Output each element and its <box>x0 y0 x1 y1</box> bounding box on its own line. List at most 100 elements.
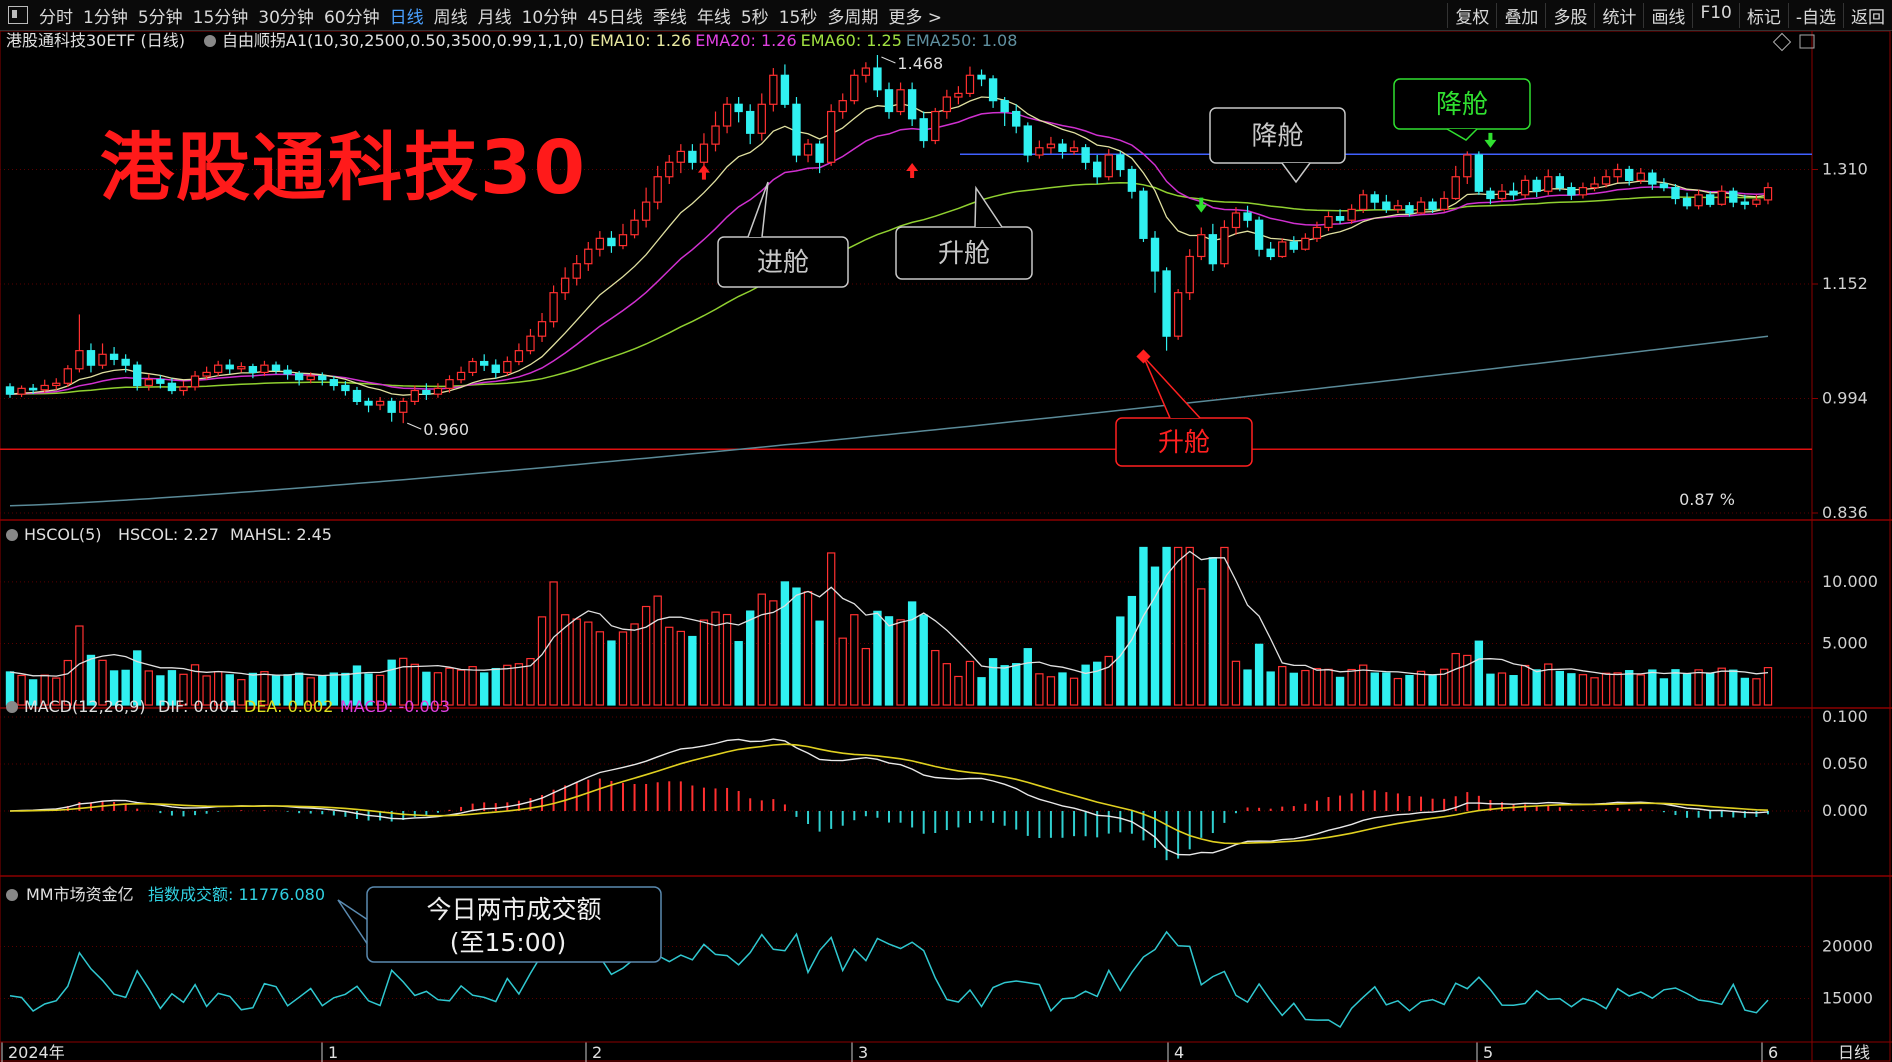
volume-bar <box>1335 676 1345 706</box>
period-tab-11[interactable]: 季线 <box>652 7 687 28</box>
candle-body <box>329 379 339 387</box>
volume-bar <box>665 626 674 706</box>
volume-bar <box>1162 546 1171 706</box>
period-tab-3[interactable]: 15分钟 <box>192 7 249 28</box>
period-tab-6[interactable]: 日线 <box>389 7 424 28</box>
indicator-toggle-icon <box>204 35 216 47</box>
volume-bar <box>1520 664 1530 706</box>
candle-body <box>838 100 847 113</box>
volume-bar <box>329 672 339 706</box>
volume-bar <box>1694 669 1703 706</box>
candle-body <box>144 379 153 387</box>
tool-button-2[interactable]: 多股 <box>1545 2 1594 28</box>
candle-body <box>225 364 234 370</box>
volume-bar <box>641 605 651 706</box>
tool-button-8[interactable]: 返回 <box>1843 2 1892 28</box>
volume-bar <box>1150 566 1160 706</box>
down2-callout-text: 降舱 <box>1436 90 1488 120</box>
candle-body <box>1012 110 1021 127</box>
macd-tick-label-1: 0.050 <box>1822 754 1868 773</box>
candle-body <box>1220 226 1229 265</box>
candle-body <box>850 74 859 102</box>
macd-value: MACD: -0.003 <box>340 697 450 716</box>
menu-icon[interactable] <box>8 6 28 24</box>
tool-button-0[interactable]: 复权 <box>1447 2 1496 28</box>
volume-bar <box>1312 667 1322 706</box>
candle-body <box>1243 212 1252 221</box>
tool-button-3[interactable]: 统计 <box>1594 2 1643 28</box>
period-tab-10[interactable]: 45日线 <box>587 7 643 28</box>
candle-body <box>1625 168 1634 181</box>
period-tab-5[interactable]: 60分钟 <box>323 7 380 28</box>
volume-bar <box>1081 664 1090 706</box>
period-tab-7[interactable]: 周线 <box>433 7 468 28</box>
candle-body <box>1335 216 1345 221</box>
candle-body <box>202 371 211 377</box>
candle-body <box>1717 190 1726 205</box>
candle-body <box>942 96 952 113</box>
volume-bar <box>1000 665 1009 706</box>
candle-body <box>595 237 605 250</box>
tool-button-1[interactable]: 叠加 <box>1496 2 1545 28</box>
tool-button-4[interactable]: 画线 <box>1643 2 1692 28</box>
tool-button-6[interactable]: 标记 <box>1738 2 1788 28</box>
candle-body <box>1682 197 1692 207</box>
volume-bar <box>1347 668 1356 706</box>
volume-bar <box>1590 677 1599 706</box>
period-tab-15[interactable]: 多周期 <box>827 7 879 28</box>
candle-body <box>28 387 38 391</box>
candle-body <box>1405 205 1414 214</box>
volume-bar <box>156 675 165 706</box>
candle-body <box>341 384 350 392</box>
volume-bar <box>815 620 824 706</box>
period-tab-8[interactable]: 月线 <box>477 7 512 28</box>
candle-body <box>1671 187 1680 200</box>
volume-bar <box>352 665 362 706</box>
volume-bar <box>896 619 905 706</box>
up1-callout-pointer <box>974 185 1003 228</box>
period-toolbar: 分时 1分钟 5分钟 15分钟 30分钟 60分钟 日线 周线 月线 10分钟 45日线 季线 年线 5秒… <box>0 0 1892 31</box>
candle-body <box>826 110 836 163</box>
ema-label-0: EMA10: 1.26 <box>590 31 691 50</box>
volume-bar <box>873 610 882 706</box>
candle-body <box>237 366 246 370</box>
period-tab-9[interactable]: 10分钟 <box>521 7 578 28</box>
period-tab-4[interactable]: 30分钟 <box>258 7 314 28</box>
period-tab-14[interactable]: 15秒 <box>778 7 818 28</box>
candle-body <box>873 67 882 91</box>
candle-body <box>433 387 443 395</box>
period-tab-1[interactable]: 1分钟 <box>83 7 128 28</box>
candle-body <box>954 92 963 98</box>
candle-body <box>1463 154 1472 178</box>
candle-body <box>722 103 732 127</box>
volume-bar <box>965 660 975 706</box>
candle-body <box>919 118 928 142</box>
candle-body <box>109 353 119 360</box>
candle-body <box>1752 199 1761 205</box>
period-tab-2[interactable]: 5分钟 <box>137 7 183 28</box>
tool-button-7[interactable]: -自选 <box>1787 2 1843 28</box>
tool-button-5[interactable]: F10 <box>1692 2 1738 28</box>
candle-body <box>965 74 975 95</box>
volume-bar <box>1763 667 1773 706</box>
volume-bar <box>526 657 535 706</box>
volume-bar <box>1544 663 1553 706</box>
x-label-1: 1 <box>328 1043 338 1062</box>
volume-bar <box>1185 546 1194 706</box>
volume-bar <box>190 664 200 706</box>
volume-bar <box>1509 675 1518 706</box>
macd-label: MACD(12,26,9) <box>24 697 146 716</box>
up1-arrow <box>906 163 919 179</box>
period-tab-0[interactable]: 分时 <box>39 7 73 28</box>
ema-label-1: EMA20: 1.26 <box>695 31 796 50</box>
volume-bar <box>167 670 177 706</box>
candle-body <box>480 360 489 366</box>
period-tab-12[interactable]: 年线 <box>696 7 731 28</box>
period-tab-13[interactable]: 5秒 <box>740 7 769 28</box>
period-tab-16[interactable]: 更多 > <box>888 7 942 28</box>
candle-body <box>156 379 165 384</box>
volume-bar <box>364 673 373 706</box>
candle-body <box>1046 143 1056 149</box>
volume-bar <box>375 674 385 706</box>
candle-body <box>1058 143 1067 152</box>
